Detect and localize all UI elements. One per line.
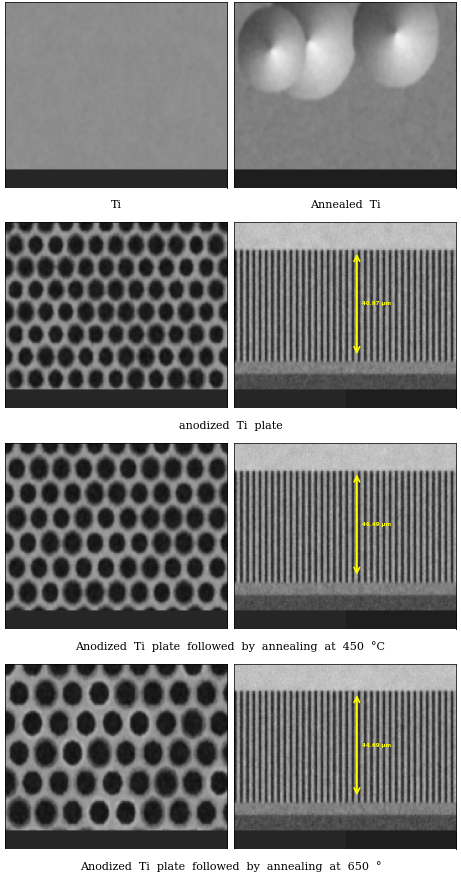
Text: anodized  Ti  plate: anodized Ti plate <box>178 421 283 431</box>
Text: Annealed  Ti: Annealed Ti <box>310 200 380 210</box>
Text: 46.49 μm: 46.49 μm <box>362 522 391 527</box>
Text: Anodized  Ti  plate  followed  by  annealing  at  450  °C: Anodized Ti plate followed by annealing … <box>76 641 385 651</box>
Text: 44.69 μm: 44.69 μm <box>362 742 391 748</box>
Text: Anodized  Ti  plate  followed  by  annealing  at  650  °: Anodized Ti plate followed by annealing … <box>80 861 381 872</box>
Text: 40.97 μm: 40.97 μm <box>362 301 391 307</box>
Text: Ti: Ti <box>110 200 121 210</box>
